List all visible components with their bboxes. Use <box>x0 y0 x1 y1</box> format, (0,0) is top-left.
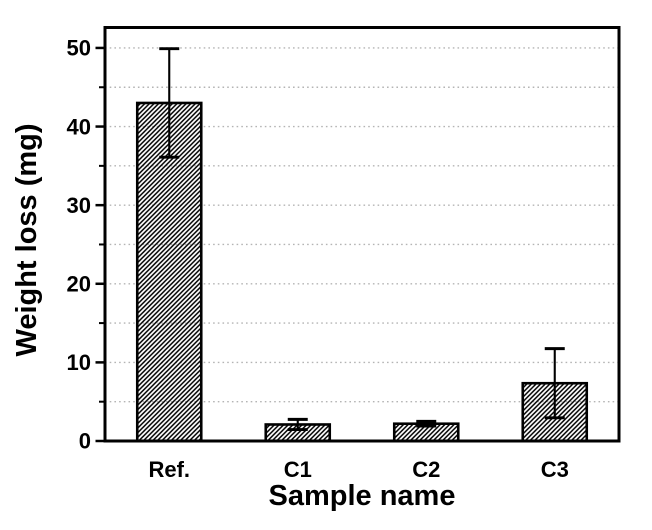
bars <box>135 101 589 443</box>
plot-frame <box>103 26 621 443</box>
y-axis-title: Weight loss (mg) <box>11 123 43 356</box>
y-tick-label-40: 40 <box>67 114 91 139</box>
y-tick-labels: 0 10 20 30 40 50 <box>67 36 91 454</box>
error-bar-c3 <box>544 347 565 420</box>
y-tick-label-20: 20 <box>67 271 91 296</box>
error-bar-ref <box>159 47 180 159</box>
x-category-label-c1: C1 <box>284 457 312 482</box>
y-tick-label-30: 30 <box>67 193 91 218</box>
y-tick-label-10: 10 <box>67 350 91 375</box>
y-tick-label-0: 0 <box>79 429 91 454</box>
error-bar-c1 <box>287 417 308 432</box>
bar-ref <box>135 101 203 443</box>
y-tick-label-50: 50 <box>67 36 91 61</box>
error-bars <box>159 47 565 432</box>
x-category-label-c3: C3 <box>541 457 569 482</box>
x-category-labels: Ref. C1 C2 C3 <box>148 457 568 482</box>
error-bar-c2 <box>416 419 437 428</box>
y-axis-ticks <box>95 46 104 443</box>
x-category-label-ref: Ref. <box>148 457 190 482</box>
x-category-label-c2: C2 <box>412 457 440 482</box>
x-axis-title: Sample name <box>269 480 456 512</box>
